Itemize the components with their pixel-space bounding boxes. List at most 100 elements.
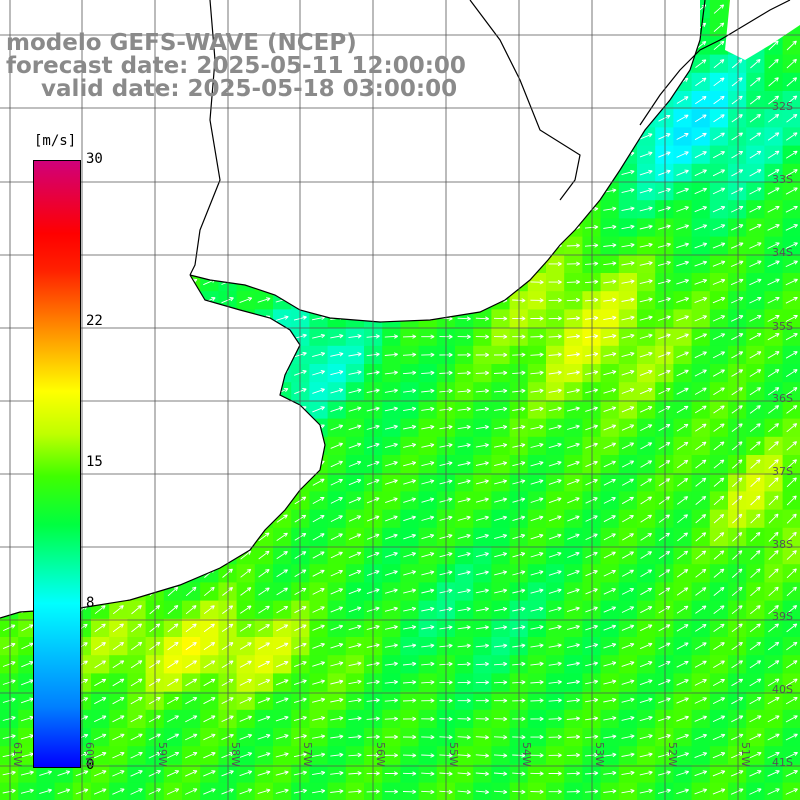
wind-arrow: [421, 680, 435, 685]
wind-arrow: [657, 242, 671, 248]
wind-arrow: [348, 424, 362, 431]
wind-arrow: [348, 497, 362, 504]
wind-arrow: [731, 605, 743, 615]
wind-arrow: [749, 169, 762, 177]
wind-arrow: [731, 315, 744, 322]
wind-arrow: [548, 406, 562, 412]
wind-arrow: [94, 733, 107, 741]
wind-arrow: [530, 716, 544, 722]
wind-arrow: [768, 405, 780, 414]
wind-arrow: [130, 715, 143, 723]
wind-arrow: [185, 660, 197, 669]
wind-arrow: [585, 370, 599, 375]
wind-arrow: [621, 351, 635, 358]
wind-arrow: [730, 260, 744, 267]
wind-arrow: [694, 733, 708, 740]
wind-arrow: [603, 697, 617, 703]
wind-arrow: [348, 643, 362, 649]
wind-arrow: [275, 661, 289, 668]
wind-arrow: [403, 625, 417, 630]
wind-arrow: [767, 351, 780, 359]
wind-arrow: [548, 588, 562, 594]
wind-arrow: [694, 660, 707, 668]
wind-arrow: [475, 661, 490, 667]
wind-arrow: [258, 532, 270, 542]
wind-arrow: [348, 551, 362, 559]
wind-arrow: [312, 734, 326, 739]
wind-arrow: [385, 515, 398, 522]
wind-arrow: [548, 442, 562, 449]
wind-arrow: [384, 479, 398, 485]
wind-arrow: [584, 243, 599, 248]
wind-arrow: [768, 441, 779, 451]
wind-arrow: [548, 533, 562, 540]
wind-arrow: [676, 624, 689, 632]
wind-arrow: [457, 352, 471, 358]
wind-arrow: [384, 461, 398, 467]
latitude-label: 37S: [772, 465, 793, 478]
wind-arrow: [621, 642, 635, 649]
wind-arrow: [712, 315, 726, 322]
wind-arrow: [640, 624, 653, 632]
wind-arrow: [786, 568, 797, 579]
wind-arrow: [258, 550, 270, 560]
wind-arrow: [658, 387, 671, 395]
wind-arrow: [475, 334, 490, 340]
wind-arrow: [749, 369, 762, 377]
wind-arrow: [530, 461, 544, 467]
wind-arrow: [695, 623, 707, 632]
wind-arrow: [657, 224, 671, 230]
wind-arrow: [640, 496, 652, 505]
wind-arrow: [585, 388, 599, 394]
wind-arrow: [677, 550, 689, 560]
longitude-label: 53W: [593, 742, 606, 767]
wind-arrow: [767, 715, 780, 723]
wind-arrow: [639, 351, 653, 358]
wind-arrow: [658, 642, 671, 650]
wind-arrow: [385, 497, 398, 504]
wind-arrow: [567, 479, 580, 486]
wind-arrow: [713, 550, 725, 560]
wind-arrow: [750, 495, 761, 506]
wind-arrow: [312, 606, 325, 613]
wind-arrow: [731, 550, 743, 560]
wind-arrow: [658, 151, 671, 158]
wind-arrow: [713, 4, 725, 14]
wind-arrow: [603, 624, 617, 631]
wind-arrow: [657, 734, 671, 740]
wind-arrow: [585, 442, 598, 449]
wind-arrow: [584, 224, 599, 230]
wind-arrow: [421, 370, 435, 376]
wind-arrow: [785, 733, 798, 741]
wind-arrow: [712, 151, 725, 159]
wind-arrow: [731, 733, 744, 741]
wind-arrow: [403, 461, 417, 467]
wind-arrow: [585, 679, 599, 685]
wind-arrow: [348, 388, 362, 394]
wind-arrow: [112, 641, 124, 651]
wind-arrow: [475, 625, 489, 630]
wind-arrow: [330, 478, 343, 486]
wind-arrow: [530, 388, 544, 394]
wind-arrow: [768, 623, 780, 633]
wind-arrow: [312, 478, 325, 486]
wind-arrow: [731, 59, 743, 69]
wind-arrow: [203, 660, 216, 669]
wind-arrow: [475, 370, 490, 376]
latitude-label: 34S: [772, 246, 793, 259]
wind-arrow: [2, 661, 16, 667]
wind-arrow: [548, 643, 562, 648]
wind-arrow: [750, 586, 761, 597]
wind-arrow: [312, 569, 325, 577]
wind-arrow: [768, 459, 779, 469]
wind-arrow: [330, 569, 343, 577]
wind-arrow: [621, 188, 635, 194]
title-model: modelo GEFS-WAVE (NCEP): [6, 30, 357, 56]
wind-arrow: [676, 114, 689, 122]
wind-arrow: [676, 587, 689, 596]
wind-arrow: [767, 641, 780, 651]
wind-arrow: [694, 297, 708, 304]
wind-arrow: [658, 442, 671, 450]
wind-arrow: [712, 351, 726, 359]
wind-arrow: [567, 515, 580, 522]
